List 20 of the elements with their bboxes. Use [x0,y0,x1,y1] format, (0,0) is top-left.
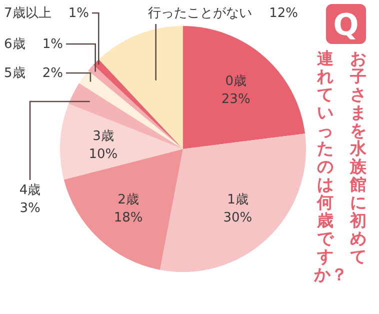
data-label: 18% [114,210,143,226]
chart-title: お子さまを水族館に初めて連れていったのは何歳ですか？ [314,49,367,284]
slice-label: 5歳 2% [4,66,64,81]
text: Q [333,8,359,43]
slice-label: 6歳 1% [4,37,64,52]
data-label: 23% [221,92,250,108]
slice-label: 0歳 [225,74,247,90]
pie-slice [64,149,183,270]
pie-slice [60,104,183,180]
slice-label: 3歳 [92,128,114,144]
slice-label: 7歳以上 1% [4,6,90,21]
pie-slice [160,134,306,272]
data-label: 30% [223,210,252,226]
data-label: 10% [88,146,118,162]
slice-label: 4歳 [19,183,41,198]
slice-label: 2歳 [118,192,139,208]
slice-label: 行ったことがない 12% [148,6,298,21]
data-label: 3% [20,201,40,216]
slice-label: 1歳 [227,192,248,208]
pie-slice [98,26,183,149]
